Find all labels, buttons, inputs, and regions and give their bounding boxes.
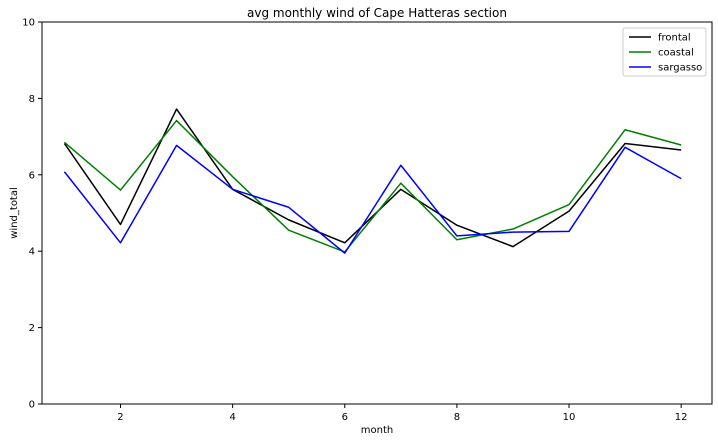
y-axis-label: wind_total <box>9 187 20 239</box>
series-line-frontal <box>63 108 682 248</box>
y-axis: 0 2 4 6 8 10 <box>22 18 42 411</box>
y-tick-label: 0 <box>29 400 35 411</box>
series-line-sargasso <box>63 144 682 254</box>
x-tick-label: 10 <box>563 412 576 423</box>
legend-label-sargasso: sargasso <box>658 63 702 74</box>
x-axis: 2 4 6 8 10 12 <box>117 404 688 423</box>
x-tick-label: 2 <box>117 412 123 423</box>
series-line-coastal <box>63 119 682 253</box>
x-tick-label: 8 <box>454 412 460 423</box>
y-tick-label: 8 <box>29 94 35 105</box>
y-tick-label: 2 <box>29 323 35 334</box>
chart-title: avg monthly wind of Cape Hatteras sectio… <box>247 6 507 20</box>
x-tick-label: 6 <box>342 412 348 423</box>
x-axis-label: month <box>361 425 393 436</box>
series-layer <box>63 108 682 254</box>
x-tick-label: 4 <box>229 412 235 423</box>
legend-box <box>622 27 707 77</box>
plot-area <box>41 21 713 405</box>
legend: frontal coastal sargasso <box>622 27 707 77</box>
legend-label-coastal: coastal <box>658 48 694 59</box>
x-tick-label: 12 <box>675 412 688 423</box>
axes-frame <box>41 21 713 405</box>
y-tick-label: 6 <box>29 170 35 181</box>
legend-label-frontal: frontal <box>658 33 691 44</box>
y-tick-label: 4 <box>29 247 35 258</box>
y-tick-label: 10 <box>22 18 35 29</box>
